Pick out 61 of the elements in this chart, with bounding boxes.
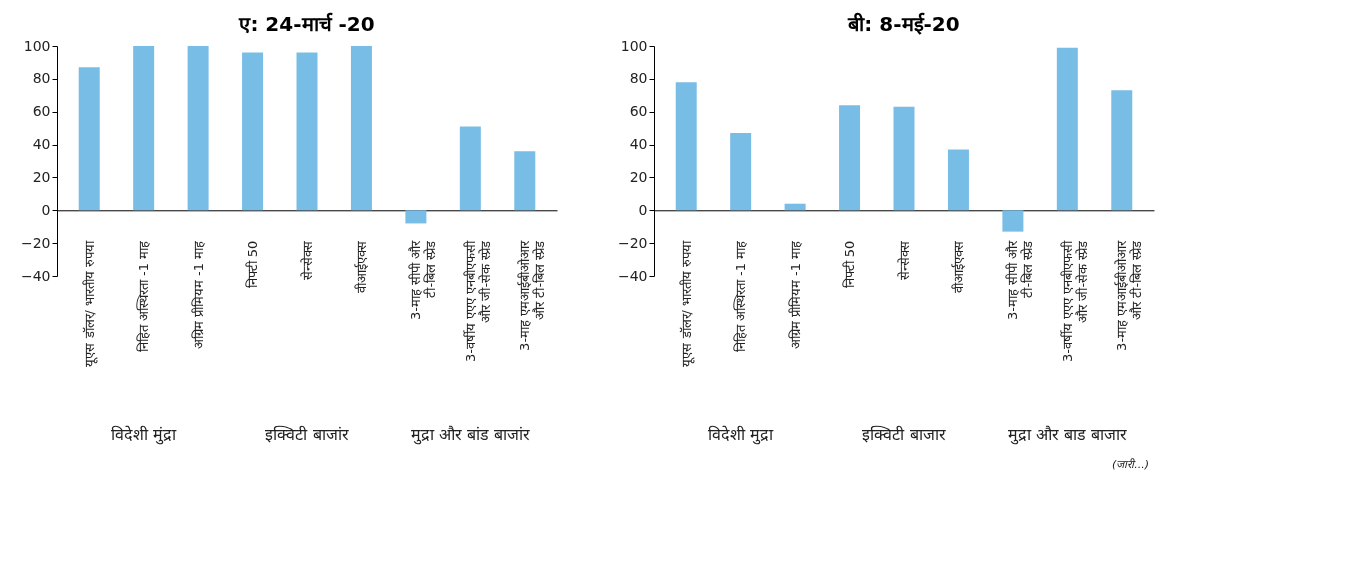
bar <box>296 52 318 211</box>
text: मुद्रा और बाड बाजार <box>1007 425 1127 446</box>
y-tick-label: −40 <box>617 267 648 284</box>
y-tick-label: 0 <box>41 201 51 218</box>
y-tick-label: 40 <box>32 136 51 153</box>
bar <box>675 82 697 211</box>
y-tick-label: 20 <box>32 168 51 185</box>
y-tick-label: −20 <box>617 234 648 251</box>
x-tick-label: सेन्सेक्स <box>299 240 315 280</box>
text: विदेशी मुंद्रा <box>111 425 178 446</box>
text: इक्विटी बाजांर <box>265 425 349 445</box>
x-tick-label: निफ्टी 50 <box>245 240 261 289</box>
x-tick-label: 3-माह एमआईबीओआर और टी-बिल स्प्रेड <box>517 239 548 351</box>
bar <box>1002 210 1024 232</box>
bar <box>1111 90 1133 211</box>
bar <box>459 126 481 211</box>
x-tick-label: अग्रिम प्रीमियम -1 माह <box>787 239 803 350</box>
x-tick-label: वीआईएक्स <box>353 240 369 293</box>
bar <box>1056 47 1078 211</box>
bar <box>133 46 155 211</box>
y-tick-label: 100 <box>620 37 648 54</box>
y-tick-label: 60 <box>32 103 51 120</box>
bar <box>947 149 969 211</box>
y-tick-label: 80 <box>32 70 51 87</box>
x-tick-label: यूएस डॉलर/ भारतीय रुपया <box>81 239 98 367</box>
x-tick-label: सेन्सेक्स <box>896 240 912 280</box>
x-tick-label: 3-माह एमआईबीओआर और टी-बिल स्प्रेड <box>1114 239 1145 351</box>
y-tick-label: −20 <box>20 234 51 251</box>
text: इक्विटी बाजार <box>862 425 946 445</box>
bar <box>730 133 752 211</box>
x-tick-label: निफ्टी 50 <box>842 240 858 289</box>
bar <box>893 106 915 211</box>
x-tick-label: 3-वर्षीय एएए एनबीएफसी और जी-सेक स्प्रेड <box>1059 239 1090 363</box>
y-tick-label: 0 <box>638 201 648 218</box>
bar <box>350 46 372 211</box>
x-tick-label: वीआईएक्स <box>950 240 966 293</box>
x-tick-label: अग्रिम प्रीमियम -1 माह <box>190 239 206 350</box>
y-tick-label: 60 <box>629 103 648 120</box>
x-tick-label: 3-माह सीपी और टी-बिल स्प्रेड <box>1005 239 1036 321</box>
chart-title: ए: 24-मार्च -20 <box>238 12 375 36</box>
bar <box>187 46 209 211</box>
y-tick-label: 20 <box>629 168 648 185</box>
text: (जारी...) <box>1111 458 1149 472</box>
y-tick-label: −40 <box>20 267 51 284</box>
y-tick-label: 100 <box>23 37 51 54</box>
bar <box>242 52 264 211</box>
x-tick-label: 3-माह सीपी और टी-बिल स्प्रेड <box>408 239 439 321</box>
x-tick-label: निहित अस्थिरता -1 माह <box>136 239 152 353</box>
bar <box>514 151 536 211</box>
text: विदेशी मुद्रा <box>708 425 775 446</box>
bar <box>784 203 806 211</box>
x-tick-label: यूएस डॉलर/ भारतीय रुपया <box>678 239 695 367</box>
y-tick-label: 80 <box>629 70 648 87</box>
x-tick-label: 3-वर्षीय एएए एनबीएफसी और जी-सेक स्प्रेड <box>462 239 493 363</box>
bar <box>839 105 861 211</box>
text: मुद्रा और बांड बाजांर <box>410 425 530 446</box>
bar <box>405 210 427 224</box>
bar <box>78 67 100 211</box>
y-tick-label: 40 <box>629 136 648 153</box>
x-tick-label: निहित अस्थिरता -1 माह <box>733 239 749 353</box>
chart-title: बी: 8-मई-20 <box>847 12 960 36</box>
